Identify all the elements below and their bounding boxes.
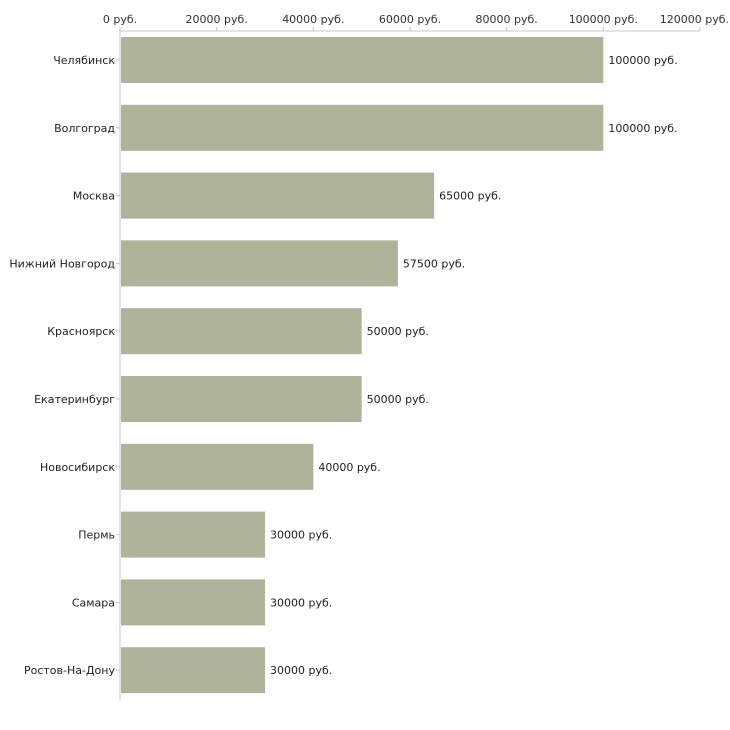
data-label: 65000 руб.	[439, 190, 501, 203]
data-label: 30000 руб.	[270, 596, 332, 609]
bar-7	[121, 443, 314, 490]
bar-2	[121, 104, 604, 151]
category-label: Челябинск	[53, 54, 115, 67]
category-label: Нижний Новгород	[9, 257, 115, 270]
data-label: 30000 руб.	[270, 664, 332, 677]
bar-5	[121, 308, 362, 355]
data-label: 100000 руб.	[608, 122, 677, 135]
category-label: Новосибирск	[40, 461, 115, 474]
bar-8	[121, 511, 265, 558]
data-label: 57500 руб.	[403, 257, 465, 270]
x-tick-label: 100000 руб.	[569, 13, 638, 26]
data-label: 50000 руб.	[367, 325, 429, 338]
bar-4	[121, 240, 398, 287]
x-tick-label: 20000 руб.	[186, 13, 248, 26]
category-label: Екатеринбург	[34, 393, 115, 406]
category-label: Пермь	[78, 529, 115, 542]
data-label: 40000 руб.	[318, 461, 380, 474]
category-label: Ростов-На-Дону	[24, 664, 115, 677]
bar-9	[121, 579, 265, 626]
x-tick-label: 80000 руб.	[476, 13, 538, 26]
bar-6	[121, 376, 362, 422]
category-label: Самара	[72, 596, 115, 609]
data-label: 100000 руб.	[608, 54, 677, 67]
x-tick-label: 60000 руб.	[379, 13, 441, 26]
data-label: 30000 руб.	[270, 529, 332, 542]
data-label: 50000 руб.	[367, 393, 429, 406]
x-tick-label: 0 руб.	[103, 13, 137, 26]
category-label: Москва	[73, 190, 115, 203]
category-label: Красноярск	[47, 325, 115, 338]
x-tick-label: 120000 руб.	[660, 13, 729, 26]
bar-3	[121, 172, 435, 219]
bar-1	[121, 37, 604, 83]
category-label: Волгоград	[54, 122, 115, 135]
x-tick-label: 40000 руб.	[282, 13, 344, 26]
bar-10	[121, 647, 265, 694]
